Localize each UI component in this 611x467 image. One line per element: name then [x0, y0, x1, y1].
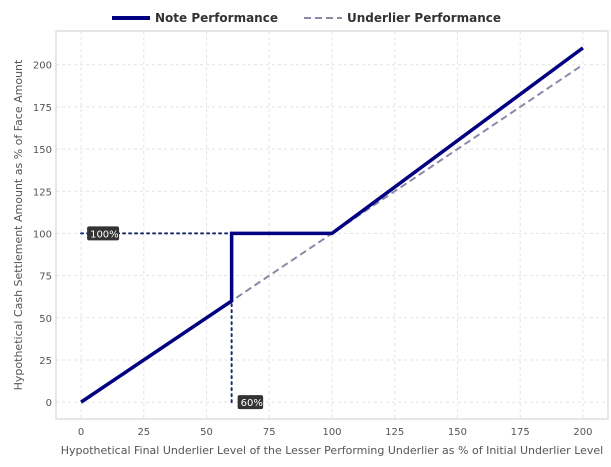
series-lines — [80, 46, 584, 404]
x-axis-title: Hypothetical Final Underlier Level of th… — [61, 444, 604, 457]
x-tick-label: 150 — [448, 427, 467, 438]
x-tick-label: 200 — [573, 427, 592, 438]
x-tick-label: 75 — [263, 427, 276, 438]
annotation-label: 100% — [90, 229, 119, 240]
annotation: 100% — [87, 226, 120, 241]
x-tick-label: 25 — [137, 427, 150, 438]
y-tick-label: 200 — [33, 61, 52, 72]
x-tick-label: 50 — [200, 427, 213, 438]
y-tick-label: 100 — [33, 229, 52, 240]
y-tick-label: 150 — [33, 145, 52, 156]
tick-labels: 0 25 50 75 100 125 150 175 200 0 25 50 75 100 125 150 17… — [33, 61, 593, 438]
y-axis-title: Hypothetical Cash Settlement Amount as %… — [12, 59, 25, 390]
annotation-box — [87, 226, 120, 241]
x-tick-label: 100 — [322, 427, 341, 438]
annotation-box — [237, 395, 264, 410]
annotation-label: 60% — [241, 398, 263, 409]
y-tick-label: 125 — [33, 187, 52, 198]
series-line-note-performance — [80, 46, 584, 404]
y-tick-label: 25 — [39, 356, 52, 367]
y-tick-label: 50 — [39, 314, 52, 325]
y-tick-label: 75 — [39, 272, 52, 283]
annotation: 60% — [237, 395, 264, 410]
legend-label-underlier-performance: Underlier Performance — [347, 11, 501, 25]
legend-label-note-performance: Note Performance — [155, 11, 278, 25]
x-tick-label: 0 — [78, 427, 84, 438]
y-tick-label: 175 — [33, 103, 52, 114]
legend: Note Performance Underlier Performance — [112, 11, 501, 25]
annotations: 100% 60% — [87, 226, 264, 410]
y-tick-label: 0 — [46, 398, 52, 409]
x-tick-label: 175 — [511, 427, 530, 438]
x-tick-label: 125 — [385, 427, 404, 438]
